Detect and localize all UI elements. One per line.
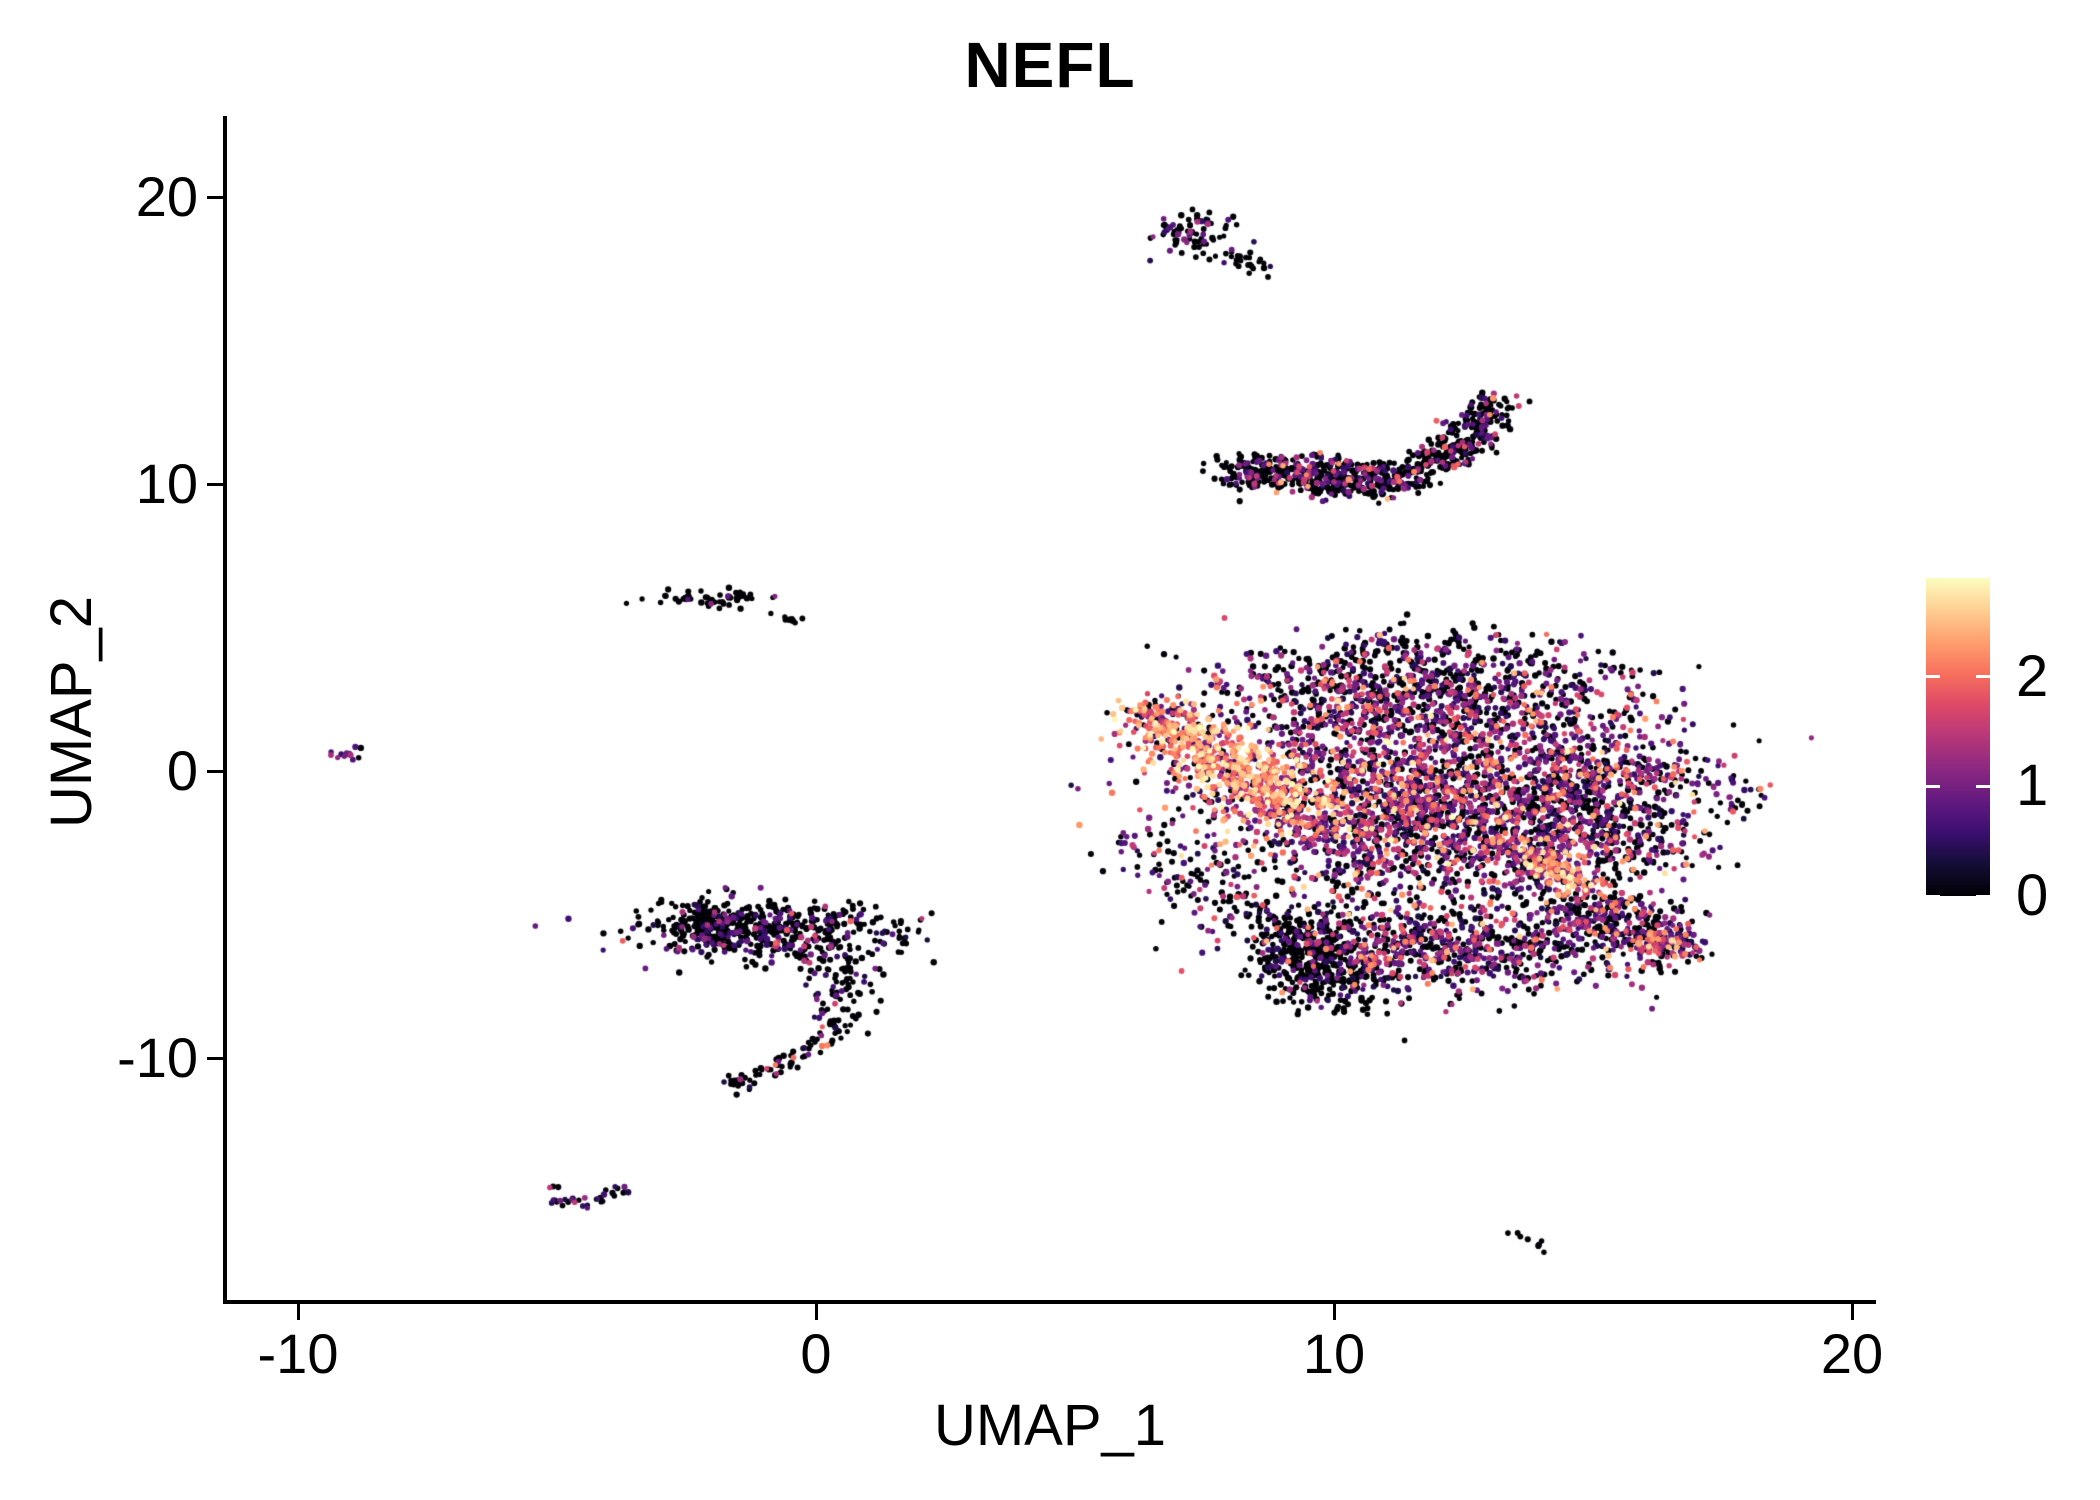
y-tick-label: 10 — [135, 452, 198, 515]
colorbar-tick-mark — [1926, 894, 1940, 896]
x-axis-line — [223, 1300, 1876, 1304]
y-axis-title: UMAP_2 — [39, 595, 104, 829]
x-tick-label: -10 — [257, 1322, 339, 1385]
colorbar-tick-label: 1 — [2016, 753, 2049, 819]
x-axis-title: UMAP_1 — [933, 1393, 1167, 1458]
colorbar-tick-mark — [1976, 784, 1990, 788]
y-axis-line — [223, 116, 227, 1304]
colorbar-tick-label: 0 — [2016, 863, 2049, 928]
colorbar-tick-mark — [1976, 675, 1990, 679]
y-tick-label: -10 — [117, 1026, 198, 1089]
y-tick-label: 0 — [166, 739, 198, 802]
x-tick-mark — [1332, 1304, 1336, 1320]
colorbar-tick-mark — [1926, 784, 1940, 788]
x-tick-label: 20 — [1820, 1322, 1884, 1385]
plot-title: NEFL — [964, 29, 1136, 101]
x-tick-label: 10 — [1302, 1322, 1366, 1385]
x-tick-mark — [296, 1304, 300, 1320]
y-tick-mark — [207, 1056, 223, 1060]
colorbar-gradient — [1926, 578, 1990, 896]
colorbar-tick-label: 2 — [2016, 643, 2049, 709]
colorbar-tick-mark — [1926, 675, 1940, 679]
y-tick-mark — [207, 195, 223, 199]
y-tick-mark — [207, 482, 223, 486]
x-tick-mark — [1850, 1304, 1854, 1320]
x-tick-label: 0 — [800, 1322, 832, 1385]
y-tick-mark — [207, 769, 223, 773]
y-tick-label: 20 — [135, 165, 198, 228]
colorbar-tick-mark — [1976, 894, 1990, 896]
x-tick-mark — [814, 1304, 818, 1320]
